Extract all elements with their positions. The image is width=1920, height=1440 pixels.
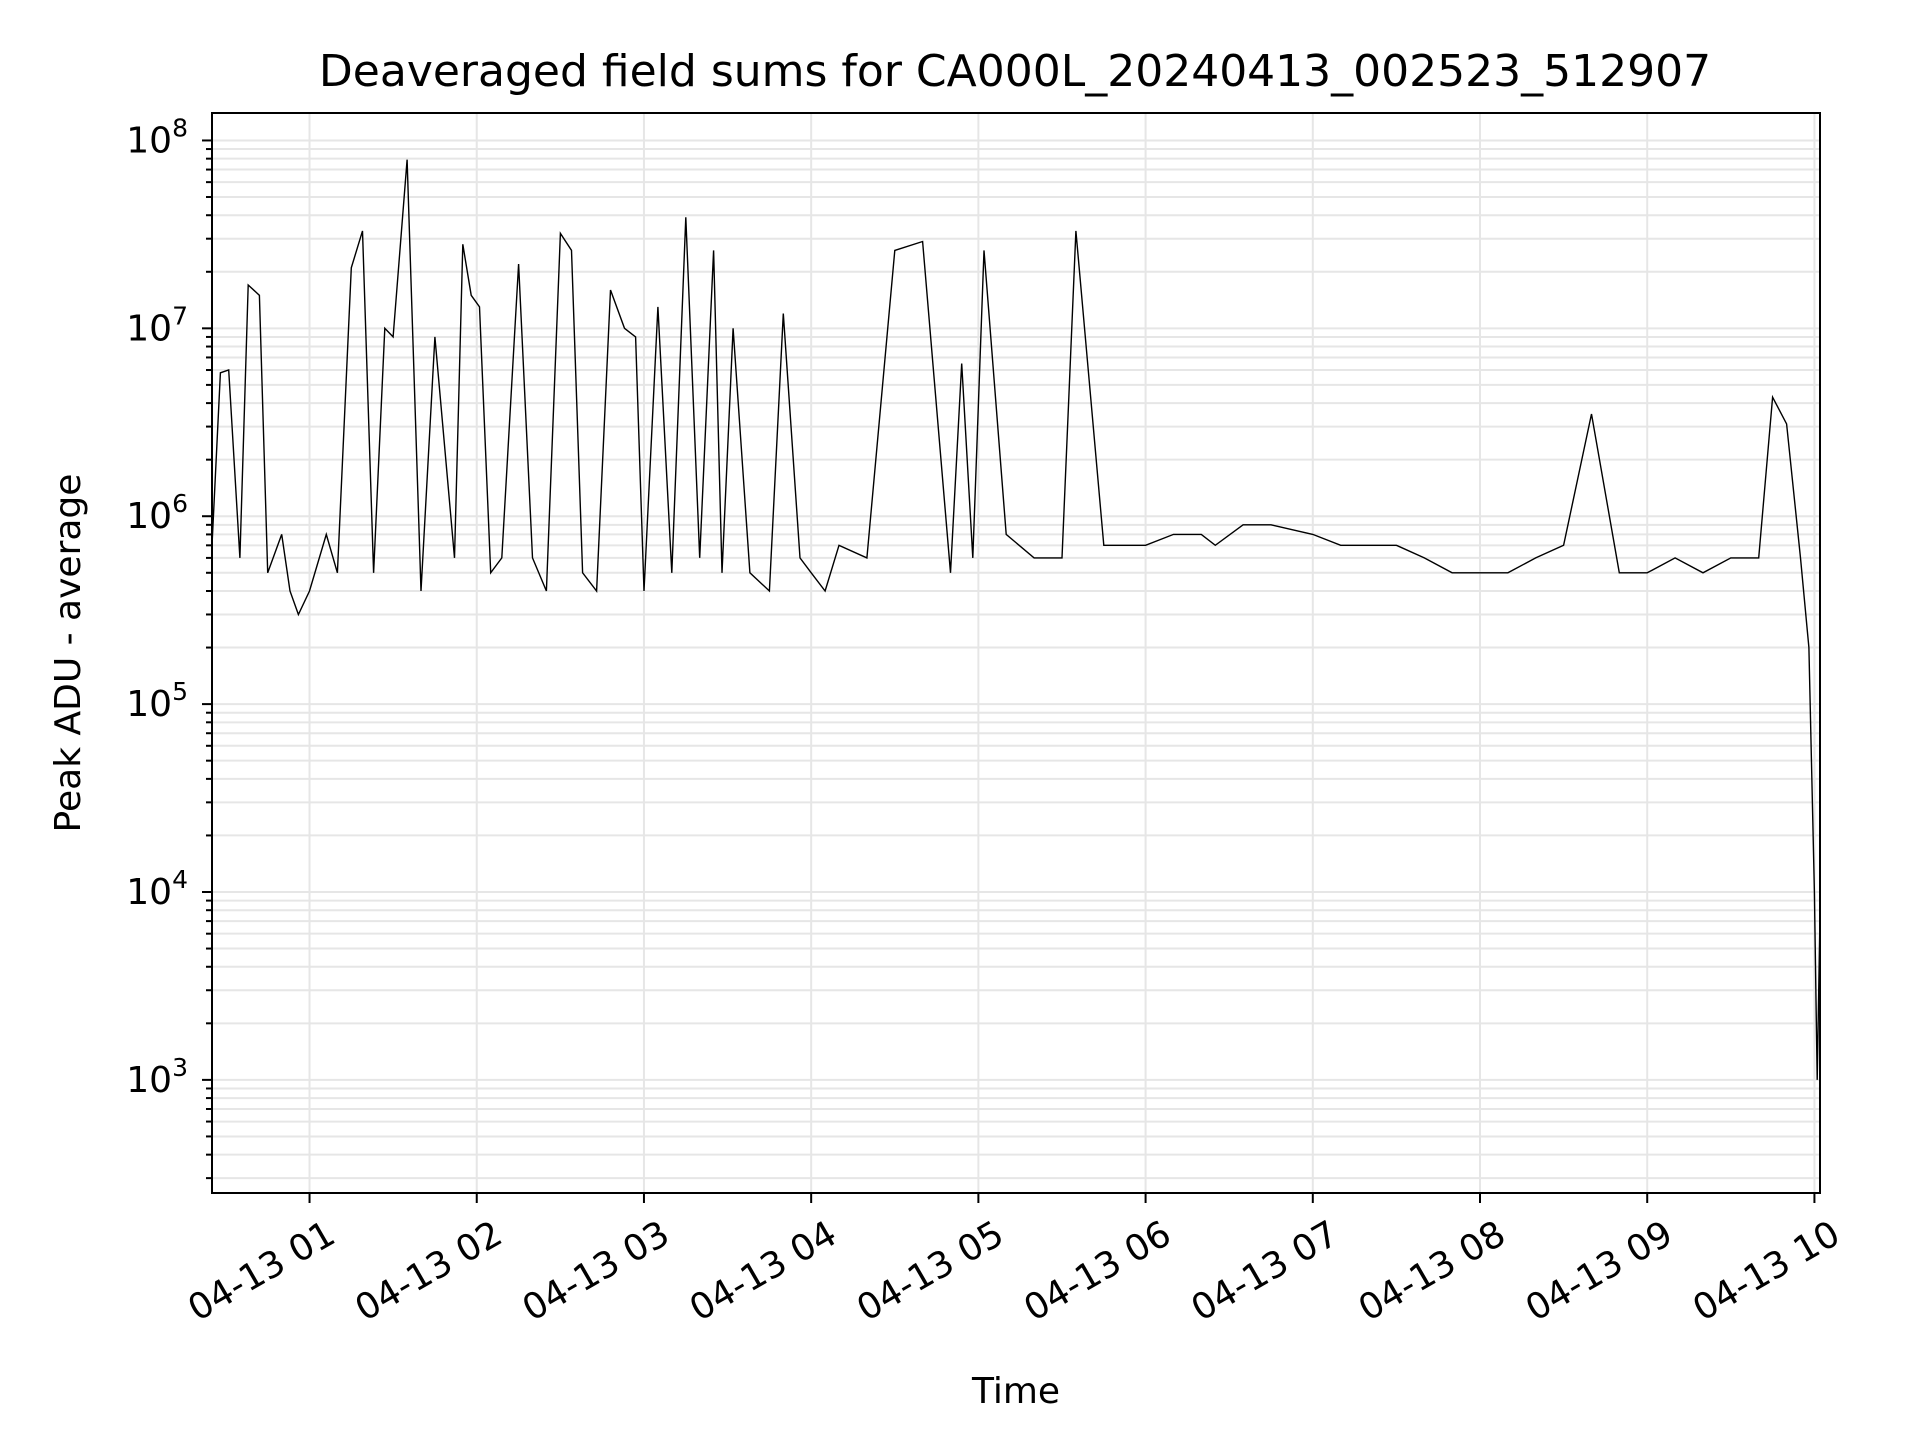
y-tick-label: 108	[126, 113, 188, 161]
x-tick-label: 04-13 09	[1519, 1213, 1680, 1329]
y-tick-label: 106	[126, 489, 188, 537]
x-tick-label: 04-13 10	[1686, 1213, 1847, 1329]
x-tick-label: 04-13 06	[1017, 1213, 1178, 1329]
plot-frame	[211, 112, 1821, 1194]
x-axis-label: Time	[971, 1371, 1060, 1412]
grid	[212, 113, 1820, 1193]
x-tick-label: 04-13 01	[181, 1213, 342, 1329]
y-tick-label: 107	[126, 301, 188, 349]
x-tick-label: 04-13 05	[850, 1213, 1011, 1329]
x-tick-label: 04-13 03	[516, 1213, 677, 1329]
x-axis: 04-13 01 04-13 02 04-13 03 04-13 04 04-13 05…	[181, 1193, 1847, 1330]
y-tick-label: 105	[126, 677, 188, 725]
y-axis: 103 104 105 106 107 108	[126, 113, 212, 1180]
x-tick-label: 04-13 07	[1185, 1213, 1346, 1329]
y-tick-label: 103	[126, 1053, 188, 1101]
y-tick-label: 104	[126, 865, 188, 913]
y-axis-label: Peak ADU - average	[48, 474, 89, 833]
x-tick-label: 04-13 08	[1352, 1213, 1513, 1329]
series-line	[211, 159, 1821, 1080]
x-tick-label: 04-13 02	[349, 1213, 510, 1329]
chart-title: Deaveraged field sums for CA000L_2024041…	[319, 46, 1711, 97]
x-tick-label: 04-13 04	[683, 1213, 844, 1329]
